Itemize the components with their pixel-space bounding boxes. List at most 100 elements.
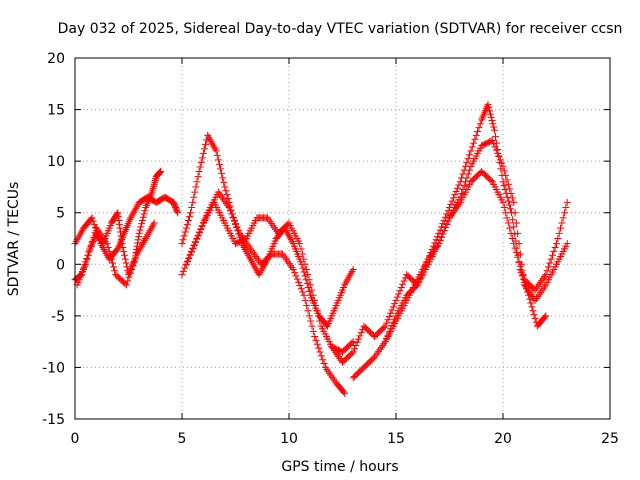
data-point — [507, 189, 515, 197]
data-point — [180, 232, 188, 240]
data-point — [196, 228, 204, 236]
data-point — [137, 223, 145, 231]
data-point — [311, 332, 319, 340]
data-point — [212, 147, 220, 155]
y-tick-label: 0 — [56, 257, 65, 273]
x-tick-label: 20 — [494, 431, 512, 447]
data-point — [385, 313, 393, 321]
data-point — [443, 220, 451, 228]
data-point — [310, 296, 318, 304]
data-point — [198, 222, 206, 230]
data-point — [190, 193, 198, 201]
x-tick-label: 0 — [71, 431, 80, 447]
data-point — [185, 254, 193, 262]
data-point — [519, 271, 527, 279]
data-point — [183, 220, 191, 228]
data-point — [86, 247, 94, 255]
data-point — [503, 193, 511, 201]
data-point — [218, 169, 226, 177]
data-point — [89, 217, 97, 225]
data-point — [304, 307, 312, 315]
data-point — [115, 216, 123, 224]
data-point — [357, 329, 365, 337]
data-point — [190, 241, 198, 249]
data-point — [156, 168, 164, 176]
data-point — [380, 323, 388, 331]
data-point — [114, 209, 122, 217]
data-point — [510, 223, 518, 231]
data-point — [551, 244, 559, 252]
data-point — [439, 230, 447, 238]
data-point — [468, 143, 476, 151]
data-point — [490, 140, 498, 148]
data-point — [492, 146, 500, 154]
data-point — [506, 224, 514, 232]
data-point — [476, 120, 484, 128]
data-point — [400, 277, 408, 285]
data-point — [316, 317, 324, 325]
data-point — [502, 209, 510, 217]
data-point — [298, 250, 306, 258]
data-point — [509, 216, 517, 224]
data-point — [108, 259, 116, 267]
x-tick-label: 10 — [280, 431, 298, 447]
data-point — [188, 247, 196, 255]
data-point — [531, 314, 539, 322]
data-point — [185, 213, 193, 221]
data-point — [301, 296, 309, 304]
data-point — [541, 313, 549, 321]
data-point — [518, 267, 526, 275]
data-point — [186, 251, 194, 259]
y-axis-tick-labels: -15 -10 -5 0 5 10 15 20 — [42, 51, 65, 428]
data-point — [563, 198, 571, 206]
data-point — [470, 139, 478, 147]
data-point — [432, 236, 440, 244]
data-point — [105, 247, 113, 255]
data-point — [103, 240, 111, 248]
data-point — [189, 244, 197, 252]
data-point — [149, 184, 157, 192]
data-point — [493, 139, 501, 147]
data-point — [542, 271, 550, 279]
data-point — [437, 233, 445, 241]
data-point — [202, 140, 210, 148]
data-point — [116, 224, 124, 232]
data-point — [194, 173, 202, 181]
data-point — [503, 214, 511, 222]
data-point — [116, 228, 124, 236]
data-point — [511, 230, 519, 238]
data-point — [297, 285, 305, 293]
data-point — [178, 240, 186, 248]
data-point — [439, 220, 447, 228]
y-tick-label: -15 — [42, 412, 65, 428]
data-point — [487, 176, 495, 184]
data-point — [527, 299, 535, 307]
data-point — [291, 269, 299, 277]
data-point — [548, 251, 556, 259]
data-point — [448, 197, 456, 205]
data-point — [151, 178, 159, 186]
data-point — [181, 264, 189, 272]
data-point — [495, 153, 503, 161]
x-tick-label: 5 — [178, 431, 187, 447]
data-point — [555, 229, 563, 237]
data-point — [554, 235, 562, 242]
data-point — [499, 198, 507, 206]
data-point — [135, 229, 143, 237]
data-point — [436, 226, 444, 234]
data-point — [450, 194, 458, 202]
data-point — [307, 317, 315, 325]
data-point — [200, 145, 208, 153]
data-point — [463, 174, 471, 182]
data-point — [546, 259, 554, 267]
data-point — [433, 233, 441, 241]
data-point — [436, 236, 444, 244]
data-point — [197, 225, 205, 233]
data-point — [348, 339, 356, 347]
data-point — [356, 332, 364, 340]
data-point — [191, 188, 199, 196]
data-point — [225, 204, 233, 212]
data-point — [193, 235, 201, 242]
data-point — [563, 240, 571, 248]
data-point — [315, 344, 323, 352]
